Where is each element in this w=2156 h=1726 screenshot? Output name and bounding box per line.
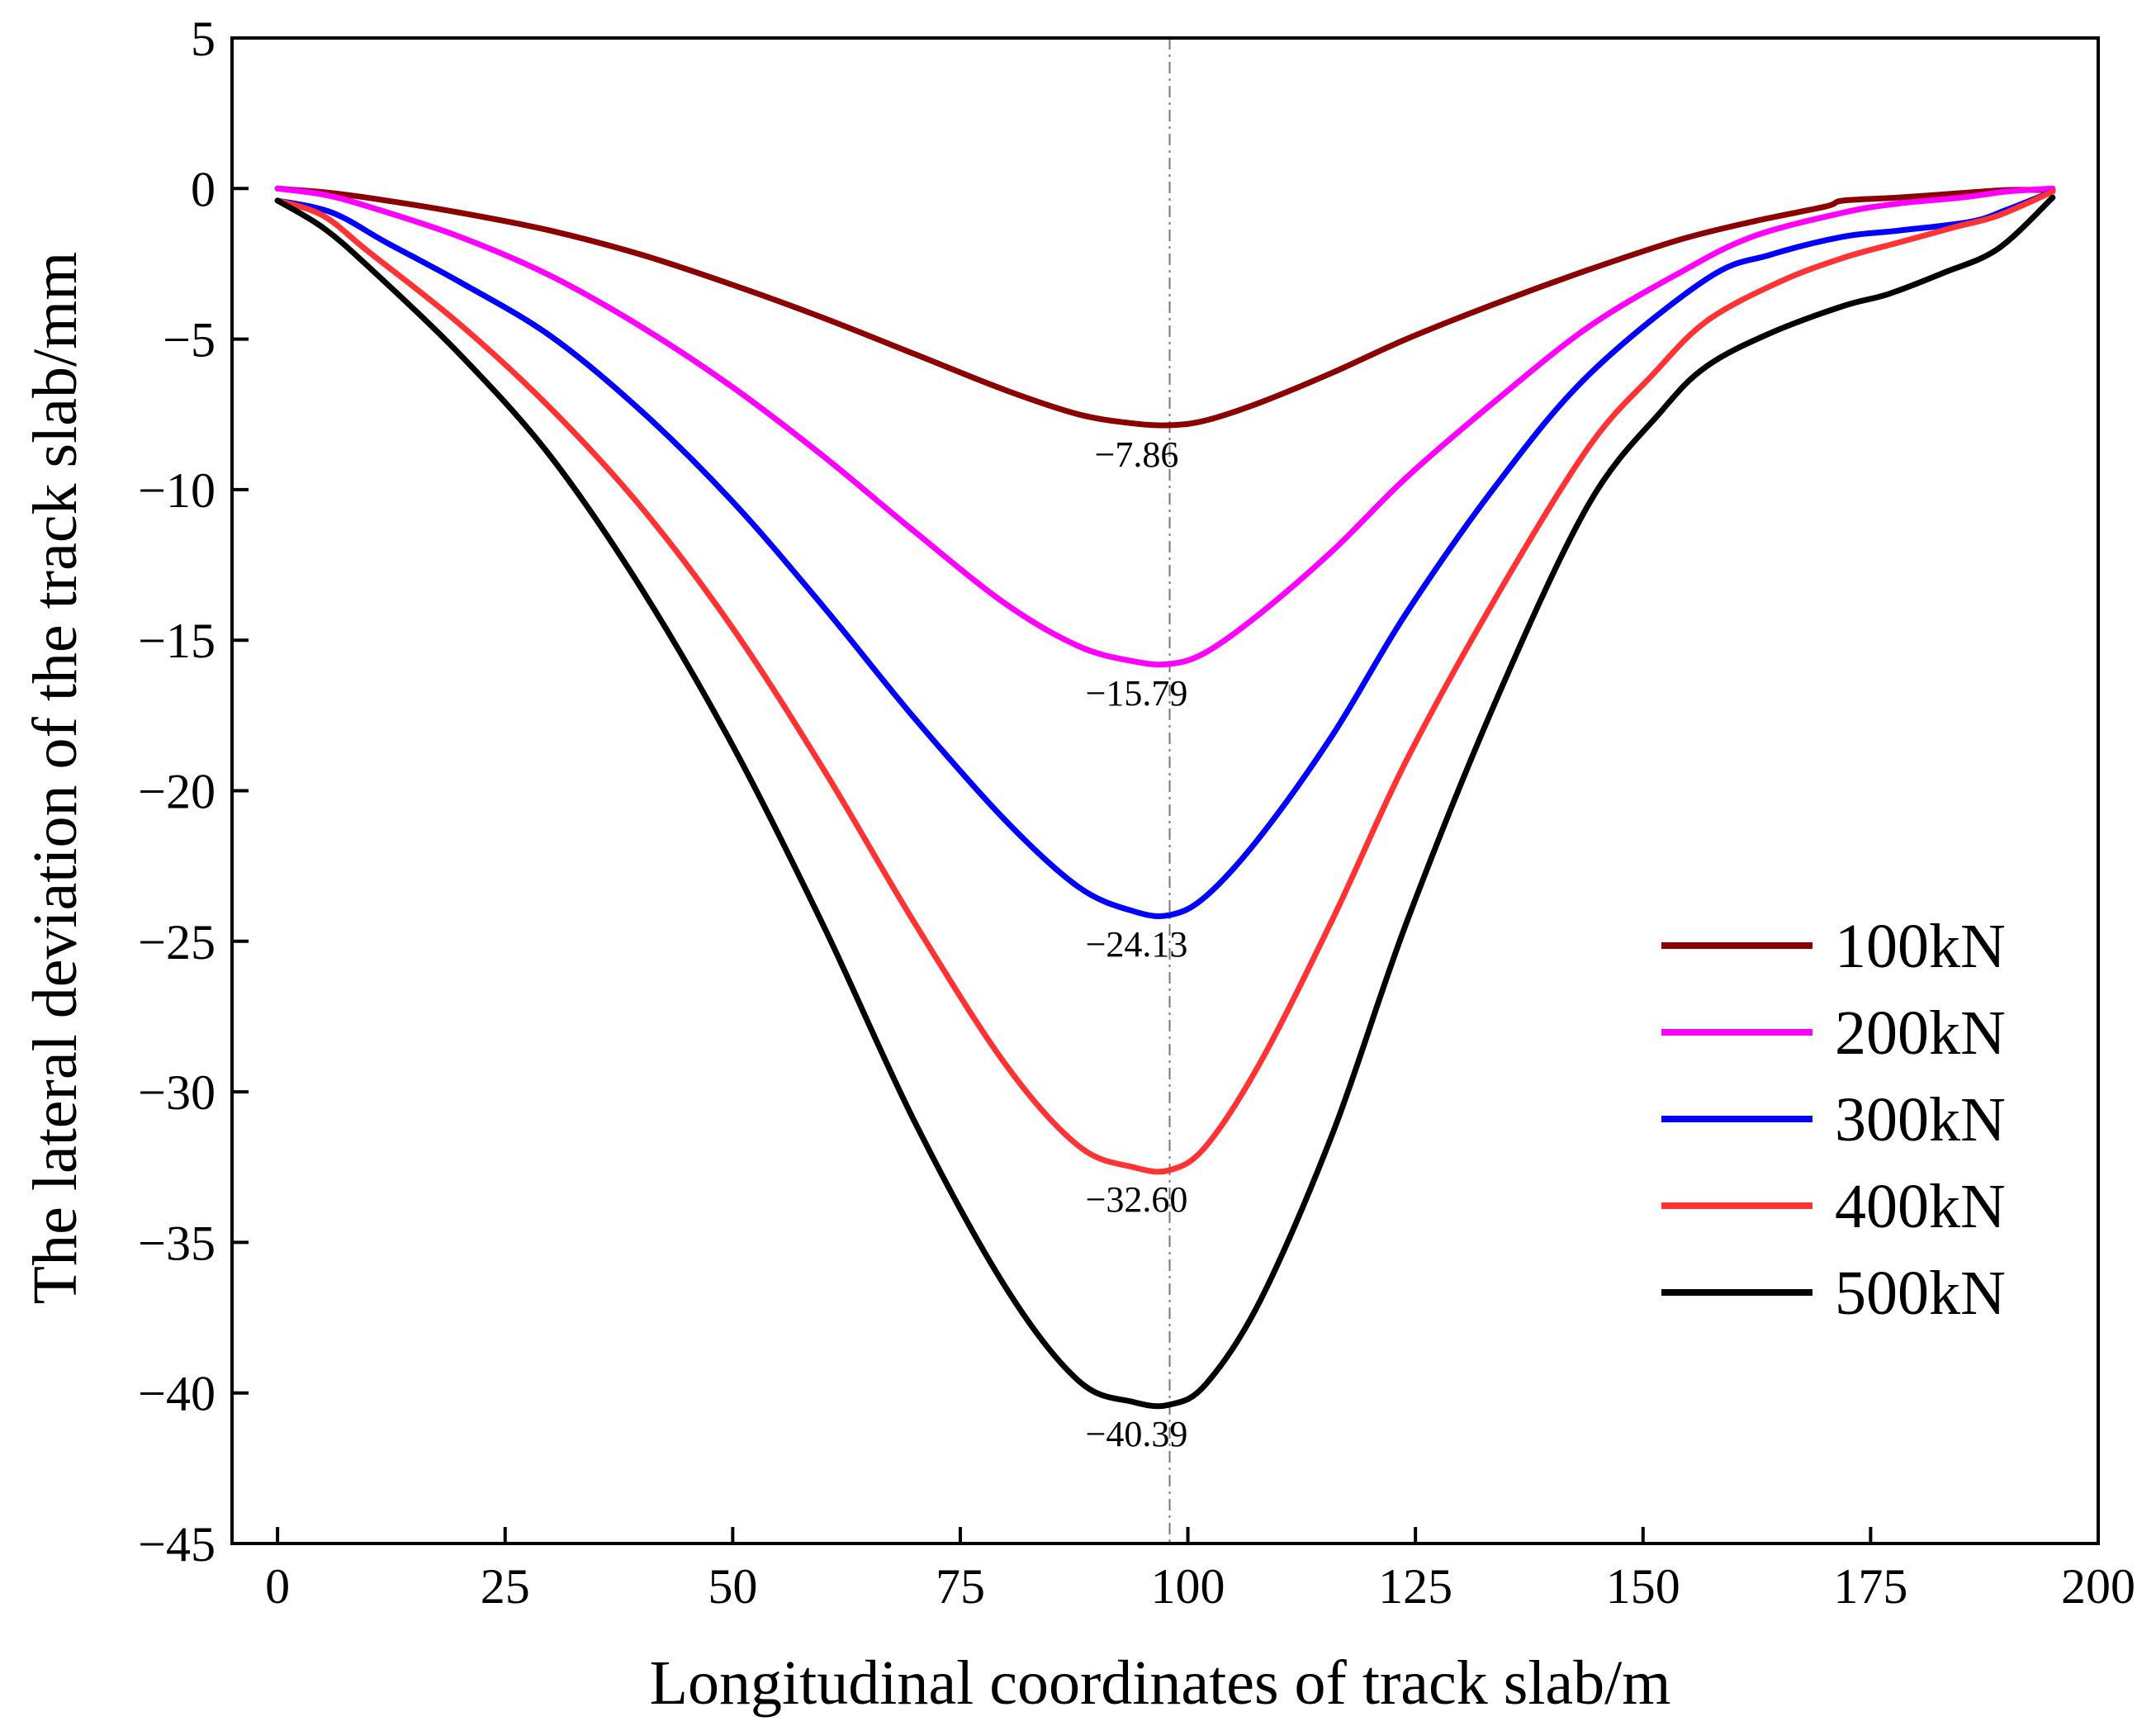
legend-label-300kN: 300kN [1835, 1085, 2006, 1155]
series-line-200kN [274, 185, 2056, 668]
y-tick-label: −5 [163, 313, 216, 367]
min-value-label-100kN: −7.86 [1095, 434, 1179, 475]
legend-label-400kN: 400kN [1835, 1172, 2006, 1241]
y-tick-label: −10 [138, 463, 216, 518]
x-tick-label: 75 [936, 1559, 985, 1614]
min-value-label-200kN: −15.79 [1086, 673, 1188, 714]
series-line-300kN [274, 188, 2056, 919]
min-value-label-500kN: −40.39 [1086, 1414, 1188, 1454]
x-tick-label: 100 [1151, 1559, 1225, 1614]
y-tick-label: −15 [138, 614, 216, 668]
min-value-label-300kN: −24.13 [1086, 924, 1188, 965]
series-line-400kN [274, 188, 2056, 1175]
y-tick-label: −35 [138, 1216, 216, 1270]
y-tick-label: −45 [138, 1517, 216, 1572]
x-tick-label: 25 [481, 1559, 530, 1614]
x-tick-label: 50 [708, 1559, 757, 1614]
y-tick-label: −25 [138, 915, 216, 970]
legend-label-500kN: 500kN [1835, 1259, 2006, 1328]
x-tick-label: 0 [265, 1559, 290, 1614]
y-tick-label: −40 [138, 1367, 216, 1421]
legend-label-100kN: 100kN [1835, 912, 2006, 981]
series-line-100kN [274, 185, 2056, 429]
y-tick-label: 5 [191, 12, 216, 66]
series-line-500kN [274, 194, 2056, 1410]
min-value-label-400kN: −32.60 [1086, 1179, 1188, 1220]
y-tick-label: −30 [138, 1065, 216, 1120]
y-axis-title: The lateral deviation of the track slab/… [21, 252, 90, 1305]
y-tick-label: −20 [138, 765, 216, 819]
x-tick-label: 175 [1833, 1559, 1907, 1614]
x-tick-label: 125 [1378, 1559, 1452, 1614]
legend-label-200kN: 200kN [1835, 998, 2006, 1068]
x-axis-title: Longitudinal coordinates of track slab/m [650, 1648, 1671, 1718]
x-tick-label: 150 [1606, 1559, 1680, 1614]
y-tick-label: 0 [191, 162, 216, 216]
x-tick-label: 200 [2061, 1559, 2135, 1614]
